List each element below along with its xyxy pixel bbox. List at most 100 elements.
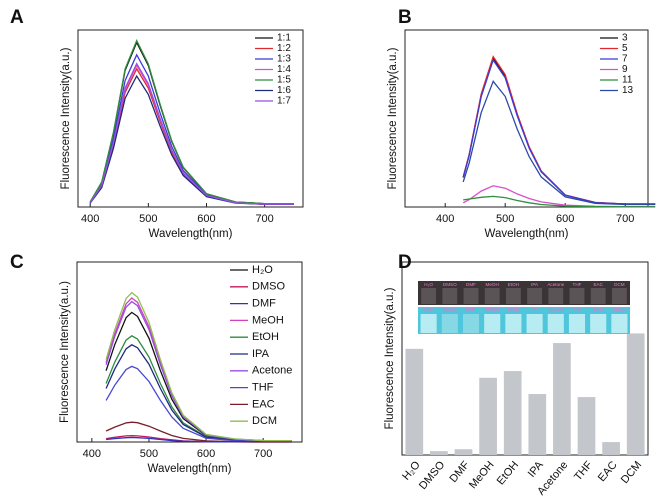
inset-label: EAC [593, 282, 603, 287]
legend-label: 11 [622, 75, 633, 86]
plot-frame [401, 261, 649, 456]
inset-label: THF [573, 307, 582, 312]
vial [421, 288, 437, 304]
legend-label: 7 [622, 54, 628, 65]
plot-frame [404, 29, 649, 208]
x-tick-label: MeOH [467, 459, 497, 491]
bar [454, 449, 473, 455]
bar [626, 333, 645, 455]
panel-letter: A [10, 7, 24, 28]
panel-letter: B [398, 7, 412, 28]
inset-label: DMF [466, 307, 476, 312]
plot-frame [76, 261, 303, 443]
inset-label: MeOH [486, 282, 499, 287]
spectrum-line [105, 365, 292, 442]
inset-label: Acetone [547, 307, 564, 312]
legend-label: 1:1 [277, 33, 291, 44]
bar [405, 348, 424, 455]
x-tick-label: 600 [197, 448, 215, 460]
vial [484, 288, 500, 304]
x-tick-label: IPA [526, 459, 546, 480]
x-tick-label: 700 [255, 213, 273, 225]
bar [528, 394, 547, 455]
legend-label: EAC [252, 398, 275, 410]
inset-label: IPA [531, 282, 539, 287]
legend-label: 5 [622, 43, 628, 54]
vial [505, 288, 521, 304]
legend-label: THF [252, 382, 274, 394]
spectrum-line [463, 195, 656, 208]
vial-glow [484, 314, 501, 333]
spectrum-line [462, 80, 656, 206]
bar [602, 442, 620, 455]
vial [611, 288, 627, 304]
vial-glow [568, 314, 586, 333]
x-tick-label: EtOH [495, 459, 522, 487]
vial-glow [420, 314, 437, 333]
inset-label: EAC [593, 307, 603, 312]
x-tick-label: 700 [616, 213, 634, 225]
panel-letter: C [10, 252, 24, 273]
x-tick-label: 400 [83, 448, 101, 460]
legend-label: 9 [622, 64, 628, 75]
legend-label: 1:6 [277, 85, 291, 96]
x-tick-label: 500 [496, 213, 514, 225]
legend-label: EtOH [252, 331, 279, 343]
bar [553, 343, 571, 455]
spectrum-line [462, 58, 656, 205]
vial-glow [611, 314, 628, 333]
bar [577, 397, 596, 455]
inset-label: DCM [614, 307, 625, 312]
legend-label: 1:4 [277, 64, 291, 75]
legend-label: MeOH [252, 314, 284, 326]
bar [430, 451, 448, 455]
x-tick-label: 600 [197, 213, 215, 225]
y-axis-label: Fluorescence Intensity(a.u.) [59, 281, 71, 423]
plot-frame [77, 29, 304, 208]
legend-label: 1:7 [277, 96, 291, 107]
inset-label: DMSO [443, 307, 457, 312]
inset-label: Acetone [547, 282, 564, 287]
x-tick-label: 400 [81, 213, 99, 225]
bar [503, 371, 522, 455]
spectrum-line [89, 39, 294, 205]
inset-label: H₂O [424, 307, 433, 312]
x-tick-label: DMSO [417, 459, 448, 492]
vial-glow [462, 314, 480, 333]
vial-glow [505, 314, 522, 333]
spectrum-line [105, 421, 292, 443]
inset-label: THF [573, 282, 582, 287]
y-axis-label: Fluorescence Intensity(a.u.) [387, 47, 399, 189]
legend-label: 1:5 [277, 75, 291, 86]
inset-label: H₂O [424, 282, 433, 287]
vial-glow [441, 314, 458, 333]
legend-label: 1:2 [277, 43, 291, 54]
vial [548, 288, 564, 304]
panel-letter: D [398, 252, 412, 273]
inset-label: IPA [531, 307, 539, 312]
legend-label: 13 [622, 85, 634, 96]
inset-label: EtOH [508, 282, 519, 287]
legend-label: H₂O [252, 264, 273, 276]
y-axis-label: Fluorescence Intensity(a.u.) [384, 287, 396, 429]
x-axis-label: Wavelength(nm) [485, 228, 569, 240]
bar [479, 377, 497, 455]
legend-label: DMSO [252, 281, 285, 293]
vial [527, 288, 543, 304]
x-tick-label: THF [572, 459, 595, 483]
x-tick-label: DCM [619, 459, 644, 486]
vial-glow [547, 314, 564, 333]
vial [463, 288, 479, 304]
legend-label: 3 [622, 33, 628, 44]
legend-label: IPA [252, 348, 270, 360]
x-axis-label: Wavelength(nm) [148, 463, 232, 475]
x-tick-label: 500 [140, 448, 158, 460]
inset-label: MeOH [486, 307, 499, 312]
inset-label: EtOH [508, 307, 519, 312]
inset-label: DMF [466, 282, 476, 287]
vial-glow [526, 314, 543, 333]
spectrum-line [89, 62, 294, 205]
x-tick-label: H₂O [400, 459, 423, 483]
x-tick-label: 700 [254, 448, 272, 460]
